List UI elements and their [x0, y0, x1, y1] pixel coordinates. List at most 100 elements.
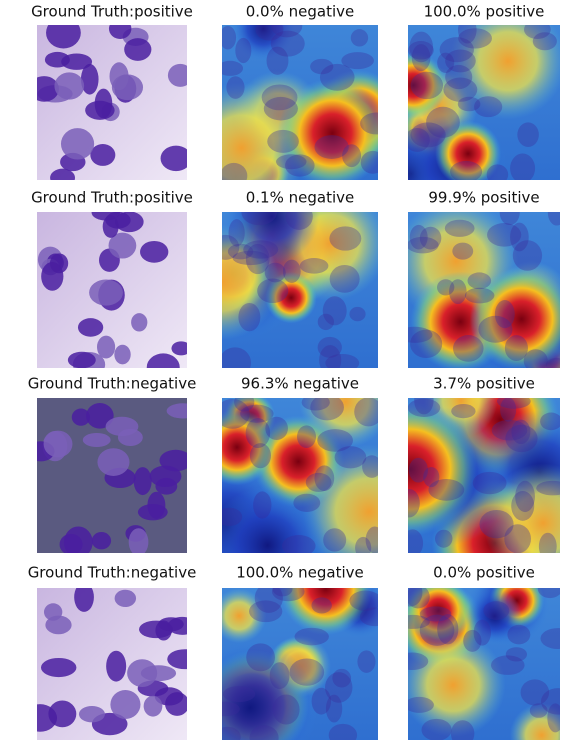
- cell: [323, 528, 346, 551]
- panel-caption: 96.3% negative: [241, 375, 359, 393]
- cell: [131, 313, 147, 331]
- cell: [97, 336, 115, 359]
- cell: [511, 420, 530, 444]
- cell: [351, 29, 368, 46]
- cell: [216, 508, 242, 526]
- panel-image: [29, 17, 192, 187]
- cell: [293, 494, 320, 512]
- panel-caption: Ground Truth:negative: [28, 564, 197, 582]
- cell: [473, 472, 507, 494]
- cell: [74, 582, 94, 611]
- cell: [329, 226, 361, 250]
- cell: [530, 703, 548, 717]
- cell: [314, 135, 348, 159]
- cell: [360, 607, 389, 626]
- cell: [253, 491, 271, 518]
- cell: [355, 537, 371, 559]
- cell: [406, 585, 429, 608]
- panel-caption: Ground Truth:positive: [31, 3, 193, 21]
- cell: [510, 154, 535, 184]
- cell: [468, 272, 492, 289]
- heat-blob: [401, 633, 506, 738]
- cell: [138, 504, 168, 520]
- cell: [483, 601, 509, 620]
- figure: Ground Truth:positive0.0% negative100.0%…: [0, 0, 574, 740]
- cell: [235, 38, 251, 63]
- cell: [215, 399, 249, 429]
- cell: [168, 617, 197, 635]
- cell: [92, 205, 120, 221]
- panel-image: [396, 564, 574, 740]
- cell: [29, 76, 59, 102]
- cell: [349, 307, 365, 321]
- cell: [106, 651, 126, 682]
- cell: [510, 223, 529, 252]
- cell: [410, 122, 445, 147]
- cell: [167, 403, 200, 418]
- cell: [539, 533, 557, 560]
- cell: [437, 53, 454, 73]
- panel-caption: 100.0% positive: [424, 3, 545, 21]
- cell: [238, 303, 260, 331]
- cell: [546, 358, 567, 373]
- cell: [360, 112, 393, 134]
- cell: [168, 64, 193, 87]
- panel-caption: 0.0% positive: [433, 564, 535, 582]
- cell: [48, 701, 76, 728]
- panel-caption: 99.9% positive: [428, 189, 539, 207]
- cell: [480, 510, 514, 538]
- cell: [335, 446, 367, 468]
- cell: [68, 352, 96, 369]
- cell: [246, 643, 275, 671]
- cell: [538, 579, 562, 599]
- cell: [85, 101, 114, 120]
- cell: [220, 163, 247, 189]
- panel-image: [23, 582, 202, 740]
- cell: [282, 535, 316, 557]
- cell: [64, 526, 93, 557]
- cell: [402, 529, 423, 557]
- cell: [127, 659, 157, 687]
- cell: [505, 335, 528, 361]
- cell: [286, 203, 313, 230]
- cell: [453, 335, 484, 362]
- cell: [78, 318, 103, 337]
- cell: [465, 288, 495, 304]
- cell: [167, 649, 202, 669]
- cell: [428, 479, 464, 501]
- cell: [276, 154, 306, 169]
- cell: [112, 74, 143, 100]
- cell: [398, 489, 419, 517]
- cell: [408, 399, 440, 417]
- cell: [41, 658, 76, 677]
- cell: [97, 448, 129, 476]
- cell: [50, 169, 75, 187]
- cell: [297, 425, 316, 448]
- panel-caption: Ground Truth:positive: [31, 189, 193, 207]
- cell: [540, 628, 574, 649]
- cell: [79, 706, 105, 722]
- cell: [478, 316, 512, 343]
- cell: [223, 686, 255, 702]
- cell: [487, 164, 509, 184]
- cell: [273, 695, 300, 725]
- cell: [463, 630, 481, 652]
- panel-caption: 3.7% positive: [433, 375, 535, 393]
- cell: [361, 151, 385, 174]
- cell: [332, 669, 351, 688]
- cell: [124, 38, 151, 61]
- cell: [226, 76, 244, 99]
- cell: [497, 394, 531, 409]
- cell: [507, 625, 530, 644]
- cell: [46, 17, 81, 48]
- cell: [209, 702, 240, 717]
- cell: [165, 692, 189, 716]
- cell: [228, 244, 253, 260]
- cell: [110, 690, 140, 719]
- cell: [219, 347, 251, 378]
- cell: [217, 61, 243, 76]
- cell: [491, 655, 525, 675]
- cell: [445, 220, 475, 237]
- cell: [407, 237, 439, 253]
- cell: [249, 600, 282, 622]
